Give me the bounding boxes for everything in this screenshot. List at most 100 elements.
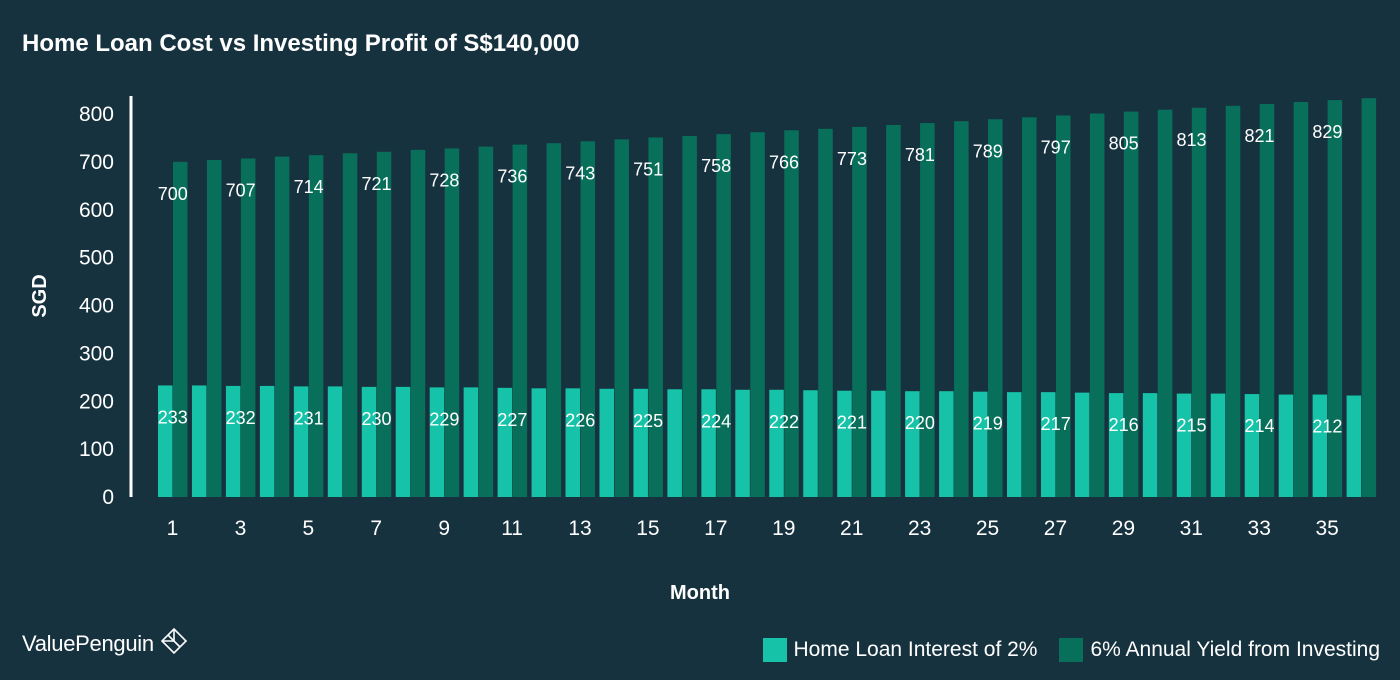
loan-bar-month-27 xyxy=(1040,392,1056,497)
loan-data-label-month-21: 221 xyxy=(837,413,867,433)
investing-data-label-month-31: 813 xyxy=(1177,130,1207,150)
investing-bar-month-17 xyxy=(716,134,731,498)
investing-bar-month-21 xyxy=(852,126,867,498)
investing-bar-month-2 xyxy=(206,159,222,497)
loan-bar-month-26 xyxy=(1007,392,1022,497)
loan-bar-month-11 xyxy=(497,387,513,497)
loan-bar-month-6 xyxy=(327,386,343,497)
legend-swatch-loan xyxy=(762,638,787,662)
valuepenguin-logo-icon xyxy=(160,627,188,660)
investing-bar-month-1 xyxy=(173,161,188,498)
x-tick-label-5: 5 xyxy=(302,517,314,540)
loan-data-label-month-9: 229 xyxy=(429,409,459,429)
legend-item-loan: Home Loan Interest of 2% xyxy=(762,638,1037,662)
investing-bar-month-19 xyxy=(784,130,799,497)
loan-bar-month-20 xyxy=(803,390,818,497)
y-tick-label-600: 600 xyxy=(79,199,114,222)
y-tick-label-300: 300 xyxy=(79,342,114,365)
x-tick-label-19: 19 xyxy=(772,517,795,540)
loan-bar-month-35 xyxy=(1312,394,1328,497)
investing-data-label-month-9: 728 xyxy=(429,170,459,190)
loan-bar-month-2 xyxy=(191,385,207,497)
investing-data-label-month-11: 736 xyxy=(497,167,527,187)
loan-bar-month-19 xyxy=(769,389,784,497)
x-tick-label-35: 35 xyxy=(1315,517,1338,540)
loan-bar-month-9 xyxy=(429,387,445,497)
loan-data-label-month-19: 222 xyxy=(769,412,799,432)
investing-data-label-month-27: 797 xyxy=(1041,137,1071,157)
x-axis-title: Month xyxy=(670,582,730,604)
x-tick-label-25: 25 xyxy=(976,517,999,540)
loan-bar-month-1 xyxy=(158,385,173,497)
investing-bar-month-8 xyxy=(410,149,426,497)
x-tick-label-15: 15 xyxy=(636,517,659,540)
loan-data-label-month-7: 230 xyxy=(361,409,391,429)
investing-bar-month-7 xyxy=(376,151,392,497)
investing-bar-month-10 xyxy=(478,146,494,497)
loan-data-label-month-11: 227 xyxy=(497,410,527,430)
investing-bar-month-13 xyxy=(580,141,596,498)
loan-bar-month-18 xyxy=(735,389,750,497)
investing-bar-month-27 xyxy=(1055,115,1071,497)
loan-bar-month-4 xyxy=(259,385,275,497)
loan-data-label-month-35: 212 xyxy=(1312,417,1342,437)
loan-bar-month-23 xyxy=(905,391,920,497)
investing-bar-month-11 xyxy=(512,144,528,497)
investing-data-label-month-19: 766 xyxy=(769,152,799,172)
loan-bar-month-24 xyxy=(939,391,954,497)
loan-data-label-month-23: 220 xyxy=(905,413,935,433)
investing-bar-month-9 xyxy=(444,148,460,497)
y-axis-title: SGD xyxy=(29,274,51,317)
x-tick-label-11: 11 xyxy=(501,517,523,540)
legend-label-investing: 6% Annual Yield from Investing xyxy=(1090,638,1380,661)
loan-bar-month-12 xyxy=(531,388,547,497)
brand-name: ValuePenguin xyxy=(22,630,154,656)
investing-data-label-month-17: 758 xyxy=(701,156,731,176)
investing-bar-month-34 xyxy=(1293,102,1309,497)
loan-bar-month-5 xyxy=(293,386,309,497)
loan-data-label-month-1: 233 xyxy=(158,407,188,427)
loan-bar-month-7 xyxy=(361,386,377,497)
investing-bar-month-30 xyxy=(1157,109,1173,497)
legend-swatch-investing xyxy=(1059,638,1084,662)
investing-bar-month-14 xyxy=(614,139,629,497)
x-tick-label-7: 7 xyxy=(370,517,382,540)
brand-logo: ValuePenguin xyxy=(22,627,188,660)
x-tick-label-13: 13 xyxy=(568,517,591,540)
x-tick-label-9: 9 xyxy=(438,517,450,540)
investing-bar-month-35 xyxy=(1327,100,1343,498)
investing-bar-month-6 xyxy=(342,153,358,497)
investing-bar-month-26 xyxy=(1022,117,1037,497)
x-tick-label-29: 29 xyxy=(1112,517,1135,540)
loan-bar-month-8 xyxy=(395,386,411,497)
investing-data-label-month-3: 707 xyxy=(226,181,256,201)
investing-bar-month-36 xyxy=(1361,98,1377,497)
loan-bar-month-17 xyxy=(701,389,716,497)
x-tick-label-17: 17 xyxy=(704,517,727,540)
investing-data-label-month-33: 821 xyxy=(1244,126,1274,146)
investing-bar-month-22 xyxy=(886,125,901,497)
loan-bar-month-31 xyxy=(1176,393,1192,497)
loan-data-label-month-27: 217 xyxy=(1041,414,1071,434)
investing-data-label-month-7: 721 xyxy=(361,174,391,194)
chart-title: Home Loan Cost vs Investing Profit of S$… xyxy=(22,30,580,57)
y-tick-label-800: 800 xyxy=(79,103,114,126)
y-tick-label-100: 100 xyxy=(79,438,114,461)
loan-bar-month-14 xyxy=(599,388,614,497)
data-labels-layer: 233 232 231 230 229 227 226 225 224 222 221 220 219 2… xyxy=(158,122,1343,436)
investing-bar-month-25 xyxy=(988,119,1003,498)
bars-layer xyxy=(158,98,1377,498)
investing-data-label-month-5: 714 xyxy=(294,177,324,197)
investing-bar-month-32 xyxy=(1225,105,1241,498)
investing-data-label-month-35: 829 xyxy=(1312,122,1342,142)
loan-bar-month-33 xyxy=(1244,394,1260,497)
investing-bar-month-12 xyxy=(546,143,562,497)
loan-bar-month-13 xyxy=(565,388,581,497)
investing-bar-month-4 xyxy=(274,156,290,498)
loan-data-label-month-15: 225 xyxy=(633,411,663,431)
loan-bar-month-10 xyxy=(463,387,479,497)
investing-bar-month-31 xyxy=(1191,107,1207,497)
legend-item-investing: 6% Annual Yield from Investing xyxy=(1059,638,1380,662)
y-tick-label-700: 700 xyxy=(79,151,114,174)
